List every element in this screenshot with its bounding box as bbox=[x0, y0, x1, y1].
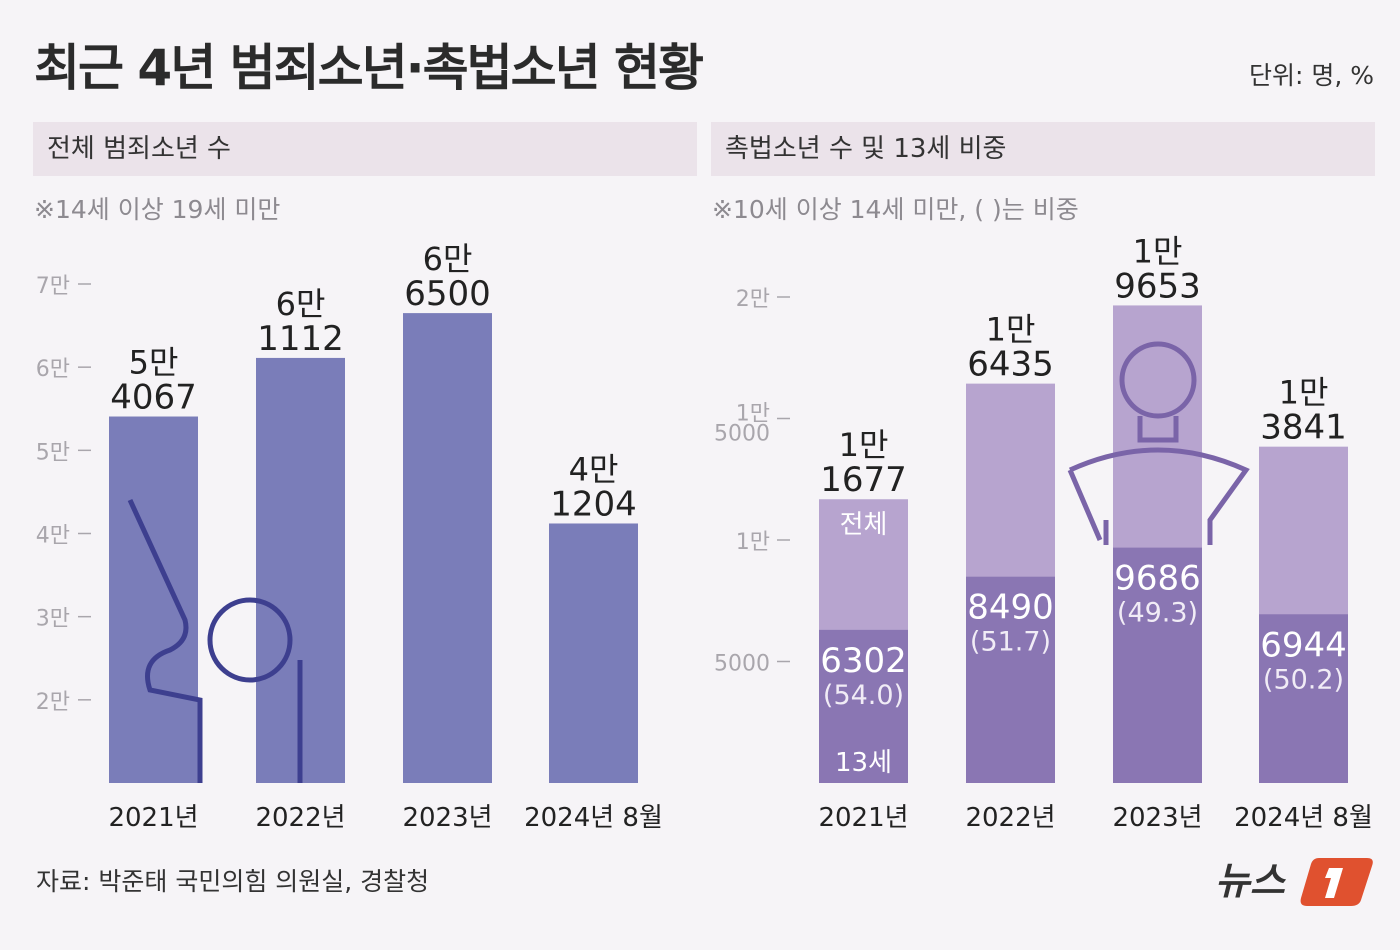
x-tick-label: 2021년 bbox=[818, 803, 908, 833]
x-tick-label: 2024년 8월 bbox=[1234, 803, 1373, 833]
value-label: 4만 bbox=[569, 450, 619, 488]
y-tick-label: 1만 bbox=[736, 402, 770, 427]
unit-label: 단위: 명, % bbox=[1248, 61, 1374, 90]
value-label: 4067 bbox=[110, 378, 197, 418]
y-tick-label: 2만 bbox=[736, 287, 770, 312]
share-label: (50.2) bbox=[1263, 664, 1344, 695]
y-tick-label: 5000 bbox=[714, 422, 770, 447]
news1-logo: 뉴스 bbox=[1215, 858, 1373, 906]
right-chart: 50001만1만50002만1만16776302(54.0)2021년전체13세… bbox=[714, 232, 1373, 833]
bar bbox=[109, 416, 198, 783]
bar-13 bbox=[966, 576, 1055, 783]
total-label: 1만 bbox=[986, 311, 1036, 349]
y-tick-label: 4만 bbox=[36, 524, 70, 549]
x-tick-label: 2024년 8월 bbox=[524, 803, 663, 833]
total-label: 1만 bbox=[839, 426, 889, 464]
right-panel-title: 촉법소년 수 및 13세 비중 bbox=[711, 122, 1375, 176]
y-tick-label: 5000 bbox=[714, 652, 770, 677]
y-tick-label: 1만 bbox=[736, 530, 770, 555]
bar bbox=[549, 523, 638, 783]
value-13-label: 6944 bbox=[1260, 625, 1347, 665]
total-label: 6435 bbox=[967, 345, 1054, 385]
value-13-label: 6302 bbox=[820, 641, 907, 681]
share-label: (54.0) bbox=[823, 680, 904, 711]
value-label: 6만 bbox=[276, 285, 326, 323]
left-chart: 2만3만4만5만6만7만5만40672021년6만11122022년6만6500… bbox=[36, 240, 663, 833]
total-label: 1만 bbox=[1133, 232, 1183, 270]
x-tick-label: 2021년 bbox=[108, 803, 198, 833]
value-13-label: 9686 bbox=[1114, 559, 1201, 599]
x-tick-label: 2023년 bbox=[1112, 803, 1202, 833]
bar-13 bbox=[1113, 547, 1202, 783]
total-label: 1만 bbox=[1279, 374, 1329, 412]
y-tick-label: 2만 bbox=[36, 690, 70, 715]
svg-text:뉴스: 뉴스 bbox=[1215, 859, 1287, 903]
bar bbox=[403, 313, 492, 783]
value-13-label: 8490 bbox=[967, 588, 1054, 628]
y-tick-label: 5만 bbox=[36, 440, 70, 465]
total-label: 1677 bbox=[820, 460, 907, 500]
x-tick-label: 2023년 bbox=[402, 803, 492, 833]
value-label: 6500 bbox=[404, 274, 491, 314]
share-label: (49.3) bbox=[1117, 598, 1198, 629]
total-label: 3841 bbox=[1260, 408, 1347, 448]
bar-13 bbox=[1259, 614, 1348, 783]
figure-body-illustration bbox=[127, 498, 303, 783]
y-tick-label: 7만 bbox=[36, 274, 70, 299]
x-tick-label: 2022년 bbox=[965, 803, 1055, 833]
total-label: 9653 bbox=[1114, 266, 1201, 306]
value-label: 6만 bbox=[423, 240, 473, 278]
series-label-13: 13세 bbox=[835, 748, 892, 778]
value-label: 5만 bbox=[129, 344, 179, 382]
left-panel-title: 전체 범죄소년 수 bbox=[33, 122, 697, 176]
bar-13 bbox=[819, 629, 908, 783]
figure-head-illustration bbox=[1119, 341, 1197, 419]
source-note: 자료: 박준태 국민의힘 의원실, 경찰청 bbox=[36, 867, 430, 896]
value-label: 1112 bbox=[257, 319, 344, 359]
page-title: 최근 4년 범죄소년·촉법소년 현황 bbox=[34, 39, 704, 97]
share-label: (51.7) bbox=[970, 627, 1051, 658]
figure-head-illustration bbox=[207, 597, 293, 683]
value-label: 1204 bbox=[550, 484, 637, 524]
x-tick-label: 2022년 bbox=[255, 803, 345, 833]
y-tick-label: 6만 bbox=[36, 357, 70, 382]
figure-body-illustration bbox=[1067, 416, 1250, 545]
left-note: ※14세 이상 19세 미만 bbox=[34, 195, 281, 224]
y-tick-label: 3만 bbox=[36, 607, 70, 632]
series-label-total: 전체 bbox=[840, 510, 888, 540]
right-note: ※10세 이상 14세 미만, ( )는 비중 bbox=[712, 195, 1079, 224]
